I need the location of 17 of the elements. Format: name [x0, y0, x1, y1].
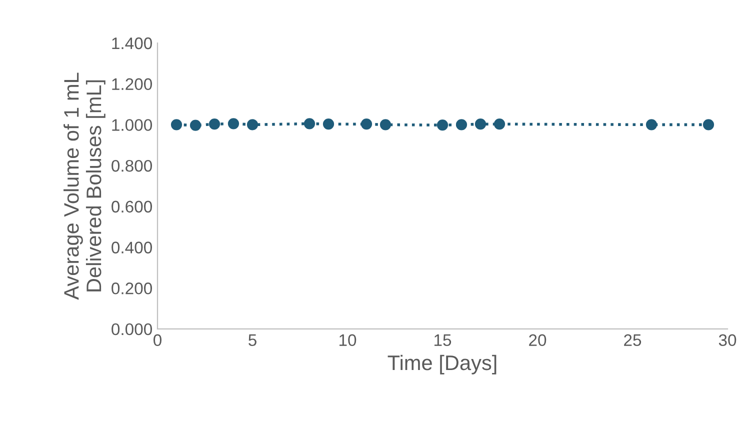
- y-tick-label: 1.200: [112, 78, 152, 90]
- y-axis-title: Average Volume of 1 mL Delivered Boluses [mL]: [64, 72, 106, 300]
- x-tick-label: 10: [340, 334, 356, 346]
- x-tick-label: 0: [154, 334, 162, 346]
- y-tick-label: 1.400: [112, 37, 152, 50]
- x-tick-label: 5: [248, 334, 256, 346]
- y-tick-label: 0.000: [112, 323, 152, 336]
- x-tick-label: 25: [624, 334, 642, 346]
- x-tick-label: 30: [718, 334, 736, 346]
- y-tick-label: 0.600: [112, 200, 152, 213]
- y-tick-label: 1.000: [112, 119, 152, 131]
- x-tick-label: 15: [434, 334, 452, 346]
- x-axis-title: Time [Days]: [388, 354, 496, 374]
- y-tick-label: 0.400: [112, 242, 152, 254]
- x-tick-label: 20: [529, 334, 546, 346]
- y-tick-label: 0.800: [112, 160, 152, 172]
- y-tick-label: 0.200: [112, 282, 152, 294]
